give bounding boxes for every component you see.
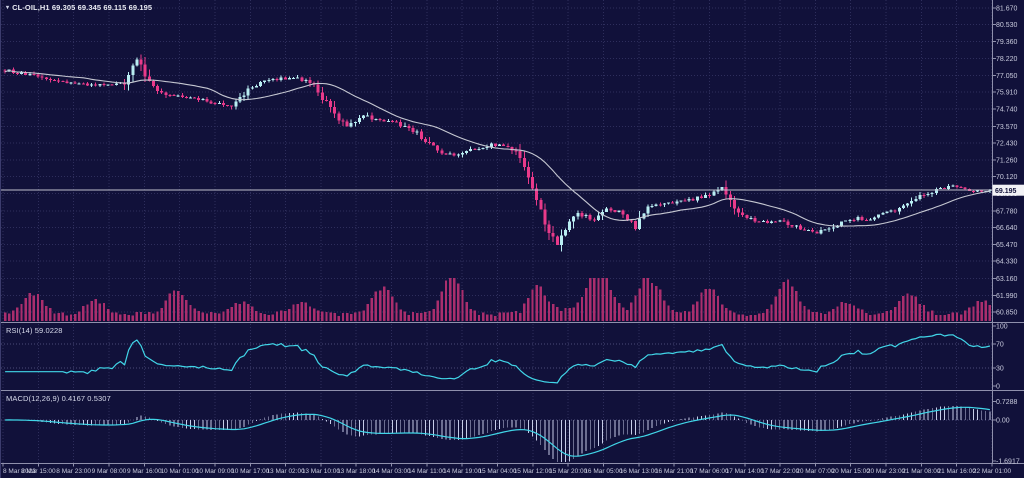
- volume-bars: [3, 278, 992, 321]
- price-tick-label: 74.740: [996, 107, 1018, 114]
- time-tick-label: 16 Mar 21:00: [655, 468, 694, 475]
- macd-tick-label: -1.6917: [996, 459, 1020, 466]
- candles: [3, 54, 992, 252]
- time-tick-label: 17 Mar 22:00: [761, 468, 800, 475]
- time-tick-label: 15 Mar 12:00: [514, 468, 553, 475]
- pane-separators: [1, 0, 1024, 464]
- time-tick-label: 9 Mar 08:00: [92, 468, 127, 475]
- time-tick-label: 16 Mar 13:00: [620, 468, 659, 475]
- price-tick-label: 72.430: [996, 140, 1018, 147]
- price-tick-label: 67.780: [996, 208, 1018, 215]
- grid: [1, 0, 993, 464]
- time-tick-label: 14 Mar 03:00: [372, 468, 411, 475]
- time-tick-label: 14 Mar 11:00: [408, 468, 446, 475]
- price-tick-label: 75.910: [996, 90, 1018, 97]
- price-tick-label: 65.470: [996, 242, 1018, 249]
- rsi-tick-label: 0: [996, 384, 1000, 391]
- time-tick-label: 16 Mar 05:00: [584, 468, 623, 475]
- time-tick-label: 15 Mar 20:00: [549, 468, 588, 475]
- time-tick-label: 8 Mar 2023: [3, 468, 36, 475]
- time-tick-label: 22 Mar 01:00: [973, 468, 1012, 475]
- time-tick-label: 17 Mar 06:00: [690, 468, 729, 475]
- macd-tick-label: 0.7288: [996, 399, 1018, 406]
- time-tick-label: 10 Mar 01:00: [160, 468, 199, 475]
- time-tick-label: 8 Mar 23:00: [56, 468, 91, 475]
- macd-signal-line: [5, 406, 990, 457]
- time-tick-label: 21 Mar 08:00: [902, 468, 941, 475]
- price-tick-label: 64.330: [996, 259, 1018, 266]
- time-tick-label: 17 Mar 14:00: [726, 468, 765, 475]
- price-tick-label: 63.160: [996, 276, 1018, 283]
- price-tick-label: 71.260: [996, 158, 1018, 165]
- time-tick-label: 13 Mar 10:00: [302, 468, 341, 475]
- macd-tick-label: 0.00: [996, 418, 1010, 425]
- price-tick-label: 66.640: [996, 225, 1018, 232]
- moving-average-line: [4, 70, 990, 227]
- time-tick-label: 14 Mar 19:00: [443, 468, 482, 475]
- rsi-line: [5, 333, 991, 384]
- time-tick-label: 20 Mar 07:00: [796, 468, 835, 475]
- time-tick-label: 13 Mar 02:00: [266, 468, 305, 475]
- axes: 81.670 80.530 79.360 78.220 77.050 75.910 74.7…: [2, 6, 1020, 475]
- current-price-badge-label: 69.195: [995, 188, 1017, 195]
- time-tick-label: 20 Mar 23:00: [867, 468, 906, 475]
- price-tick-label: 77.050: [996, 73, 1018, 80]
- rsi-tick-label: 70: [996, 342, 1004, 349]
- time-tick-label: 8 Mar 15:00: [21, 468, 56, 475]
- time-tick-label: 10 Mar 17:00: [231, 468, 270, 475]
- price-tick-label: 60.850: [996, 310, 1018, 317]
- rsi-tick-label: 30: [996, 366, 1004, 373]
- price-tick-label: 73.570: [996, 124, 1018, 131]
- time-tick-label: 15 Mar 04:00: [478, 468, 517, 475]
- price-tick-label: 80.530: [996, 22, 1018, 29]
- time-tick-label: 13 Mar 18:00: [337, 468, 376, 475]
- price-tick-label: 78.220: [996, 56, 1018, 63]
- price-tick-label: 61.990: [996, 293, 1018, 300]
- price-tick-label: 70.120: [996, 174, 1018, 181]
- time-tick-label: 20 Mar 15:00: [832, 468, 871, 475]
- time-tick-label: 10 Mar 09:00: [196, 468, 235, 475]
- time-tick-label: 21 Mar 16:00: [938, 468, 977, 475]
- current-price-badge: 69.195: [992, 184, 1024, 196]
- price-tick-label: 79.360: [996, 39, 1018, 46]
- rsi-tick-label: 100: [996, 324, 1008, 331]
- time-tick-label: 9 Mar 16:00: [127, 468, 162, 475]
- price-tick-label: 81.670: [996, 6, 1018, 13]
